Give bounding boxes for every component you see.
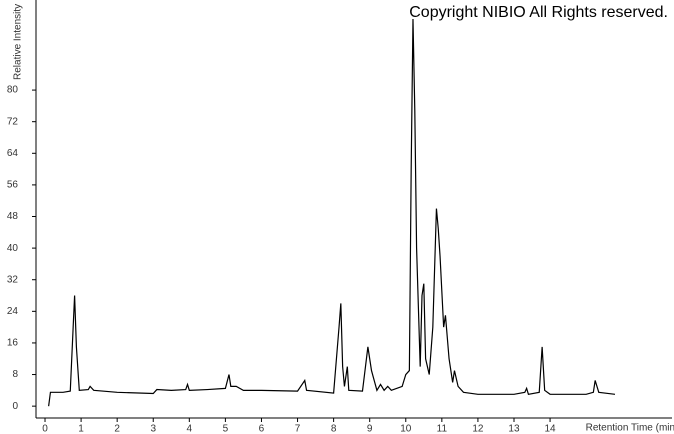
- x-tick-label: 5: [223, 424, 229, 434]
- y-tick-label: 40: [7, 243, 19, 254]
- y-tick-label: 24: [7, 306, 19, 317]
- x-tick-label: 4: [187, 424, 193, 434]
- y-tick-label: 56: [7, 180, 19, 191]
- y-tick-label: 0: [12, 401, 18, 412]
- x-tick-label: 8: [331, 424, 337, 434]
- y-axis-label: Relative Intensity: [13, 4, 24, 80]
- x-tick-label: 9: [367, 424, 373, 434]
- x-tick-label: 10: [400, 424, 412, 434]
- y-tick-label: 48: [7, 211, 19, 222]
- x-tick-label: 2: [114, 424, 120, 434]
- x-tick-label: 14: [545, 424, 557, 434]
- x-tick-label: 3: [150, 424, 156, 434]
- chart-title: Copyright NIBIO All Rights reserved.: [409, 4, 668, 21]
- y-tick-label: 8: [12, 369, 18, 380]
- y-tick-label: 64: [7, 148, 19, 159]
- y-tick-label: 80: [7, 85, 19, 96]
- x-tick-label: 0: [42, 424, 48, 434]
- y-tick-label: 32: [7, 274, 19, 285]
- y-tick-label: 16: [7, 338, 19, 349]
- data-line: [48, 18, 616, 407]
- x-tick-label: 12: [472, 424, 484, 434]
- x-tick-label: 6: [259, 424, 265, 434]
- x-tick-label: 11: [437, 424, 448, 434]
- x-tick-label: 1: [78, 424, 84, 434]
- x-axis-label: Retention Time (min): [586, 423, 674, 434]
- x-tick-label: 13: [508, 424, 520, 434]
- y-tick-label: 72: [7, 116, 19, 127]
- x-tick-label: 7: [295, 424, 301, 434]
